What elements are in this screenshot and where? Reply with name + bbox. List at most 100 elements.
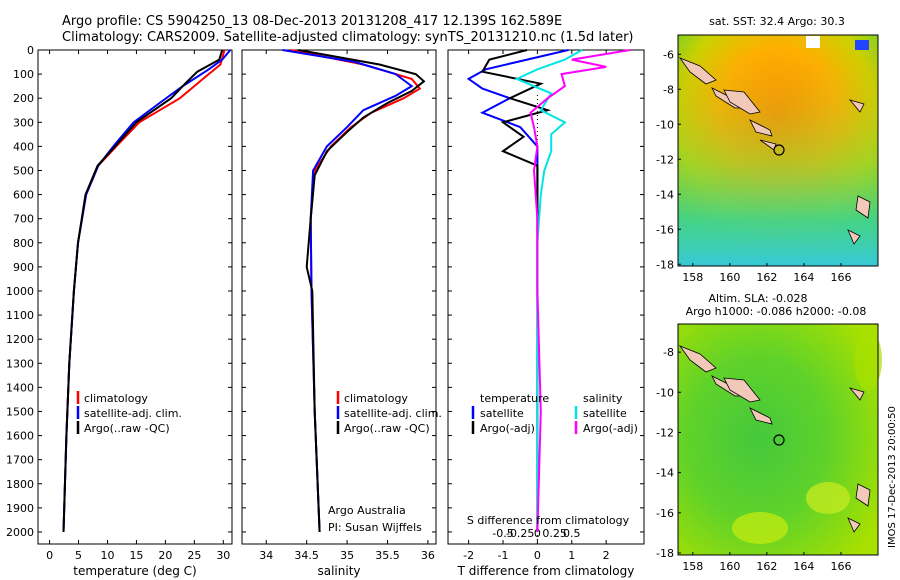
map-y-tick-label: -10 (656, 118, 674, 131)
legend-label-climatology: climatology (84, 392, 148, 405)
salinity-plot-frame (241, 49, 437, 545)
y-tick-label: 800 (13, 237, 34, 250)
map-y-tick-label: -6 (663, 48, 674, 61)
series-line (529, 49, 631, 533)
map-y-tick-label: -12 (656, 426, 674, 439)
difference-legend: temperature salinity satellite Argo(-adj… (471, 392, 638, 435)
argo-location-marker (773, 144, 785, 156)
series-line (466, 49, 569, 532)
sla-map-frame (677, 323, 879, 556)
x-tick-label: -2 (463, 549, 474, 562)
argo-location-marker (773, 434, 785, 446)
series-line (62, 49, 232, 533)
y-tick-label: 1900 (6, 502, 34, 515)
y-tick-label: 200 (13, 92, 34, 105)
map-y-tick-label: -14 (656, 467, 674, 480)
temperature-plot-frame (37, 49, 233, 545)
y-tick-label: 1300 (6, 357, 34, 370)
x-tick-label: 34.5 (294, 549, 319, 562)
argo-australia-label: Argo Australia (328, 504, 406, 517)
x-tick-label: 30 (216, 549, 230, 562)
legend-label-argo: Argo(..raw -QC) (344, 422, 430, 435)
pi-label: PI: Susan Wijffels (328, 521, 422, 534)
x-tick-label: 1 (568, 549, 575, 562)
y-tick-label: 300 (13, 116, 34, 129)
y-tick-label: 2000 (6, 526, 34, 539)
sla-map-blob-2 (732, 512, 788, 544)
sst-map (677, 34, 879, 267)
legend-title-salinity: salinity (583, 392, 623, 405)
y-tick-label: 400 (13, 140, 34, 153)
y-tick-label: 1200 (6, 333, 34, 346)
series-line (514, 49, 583, 532)
series-line (290, 49, 422, 533)
map-x-tick-label: 164 (793, 560, 814, 573)
x-tick-label: 25 (187, 549, 201, 562)
y-tick-label: 1500 (6, 405, 34, 418)
map-y-tick-label: -10 (656, 386, 674, 399)
sla-map-blob (806, 482, 850, 514)
sst-map-white-patch (806, 36, 820, 48)
x-tick-label: 2 (603, 549, 610, 562)
map-y-tick-label: -18 (656, 547, 674, 560)
map-x-tick-label: 158 (682, 560, 703, 573)
series-line (282, 49, 414, 533)
difference-xlabel: T difference from climatology (457, 564, 635, 578)
y-tick-label: 600 (13, 189, 34, 202)
sla-map-subtitle: Argo h1000: -0.086 h2000: -0.08 (686, 305, 867, 318)
x2-tick-label: 0.5 (563, 527, 581, 540)
sst-map-title: sat. SST: 32.4 Argo: 30.3 (709, 15, 845, 28)
island-shapes (678, 345, 871, 533)
y-tick-label: 1000 (6, 285, 34, 298)
sla-map-title: Altim. SLA: -0.028 (708, 292, 807, 305)
y-tick-label: 1100 (6, 309, 34, 322)
y-tick-label: 700 (13, 213, 34, 226)
x2-tick-label: 0.25 (542, 527, 567, 540)
legend-label-climatology: climatology (344, 392, 408, 405)
y-tick-label: 1400 (6, 381, 34, 394)
map-x-tick-label: 166 (830, 560, 851, 573)
map-y-tick-label: -18 (656, 258, 674, 271)
y-tick-label: 1700 (6, 454, 34, 467)
sla-map (677, 323, 882, 556)
series-line (62, 49, 226, 533)
y-tick-label: 100 (13, 68, 34, 81)
legend-label-temp-argo: Argo(-adj) (480, 422, 535, 435)
legend-label-sal-satellite: satellite (583, 407, 627, 420)
map-x-tick-label: 162 (756, 271, 777, 284)
y-tick-label: 500 (13, 164, 34, 177)
sla-map-blob-3 (854, 330, 882, 390)
x-tick-label: 35.5 (375, 549, 400, 562)
salinity-legend: climatology satellite-adj. clim. Argo(..… (336, 391, 442, 435)
x-tick-label: 34 (259, 549, 273, 562)
map-x-tick-label: 160 (719, 560, 740, 573)
salinity-xlabel: salinity (317, 564, 360, 578)
x-tick-label: 5 (75, 549, 82, 562)
difference-plot-frame (447, 49, 645, 545)
sst-map-blue-patch (855, 40, 869, 50)
x-tick-label: -1 (498, 549, 509, 562)
x-tick-label: 36 (421, 549, 435, 562)
y-tick-label: 0 (27, 44, 34, 57)
map-x-tick-label: 158 (682, 271, 703, 284)
legend-label-sal-argo: Argo(-adj) (583, 422, 638, 435)
figure-title-line1: Argo profile: CS 5904250_13 08-Dec-2013 … (62, 14, 562, 29)
y-tick-label: 1800 (6, 478, 34, 491)
x-tick-label: 10 (100, 549, 114, 562)
temperature-legend: climatology satellite-adj. clim. Argo(..… (76, 391, 182, 435)
legend-label-temp-satellite: satellite (480, 407, 524, 420)
x2-tick-label: -0.5 (492, 527, 513, 540)
island-shapes (678, 57, 871, 245)
x2-tick-label: 0 (534, 527, 541, 540)
y-tick-label: 1600 (6, 430, 34, 443)
sst-map-frame (677, 34, 879, 267)
map-y-tick-label: -14 (656, 188, 674, 201)
series-line (298, 49, 426, 533)
x-tick-label: 0 (46, 549, 53, 562)
map-x-tick-label: 160 (719, 271, 740, 284)
series-line (62, 49, 224, 533)
difference-x2label: S difference from climatology (467, 514, 630, 527)
map-y-tick-label: -8 (663, 346, 674, 359)
x-tick-label: 15 (129, 549, 143, 562)
